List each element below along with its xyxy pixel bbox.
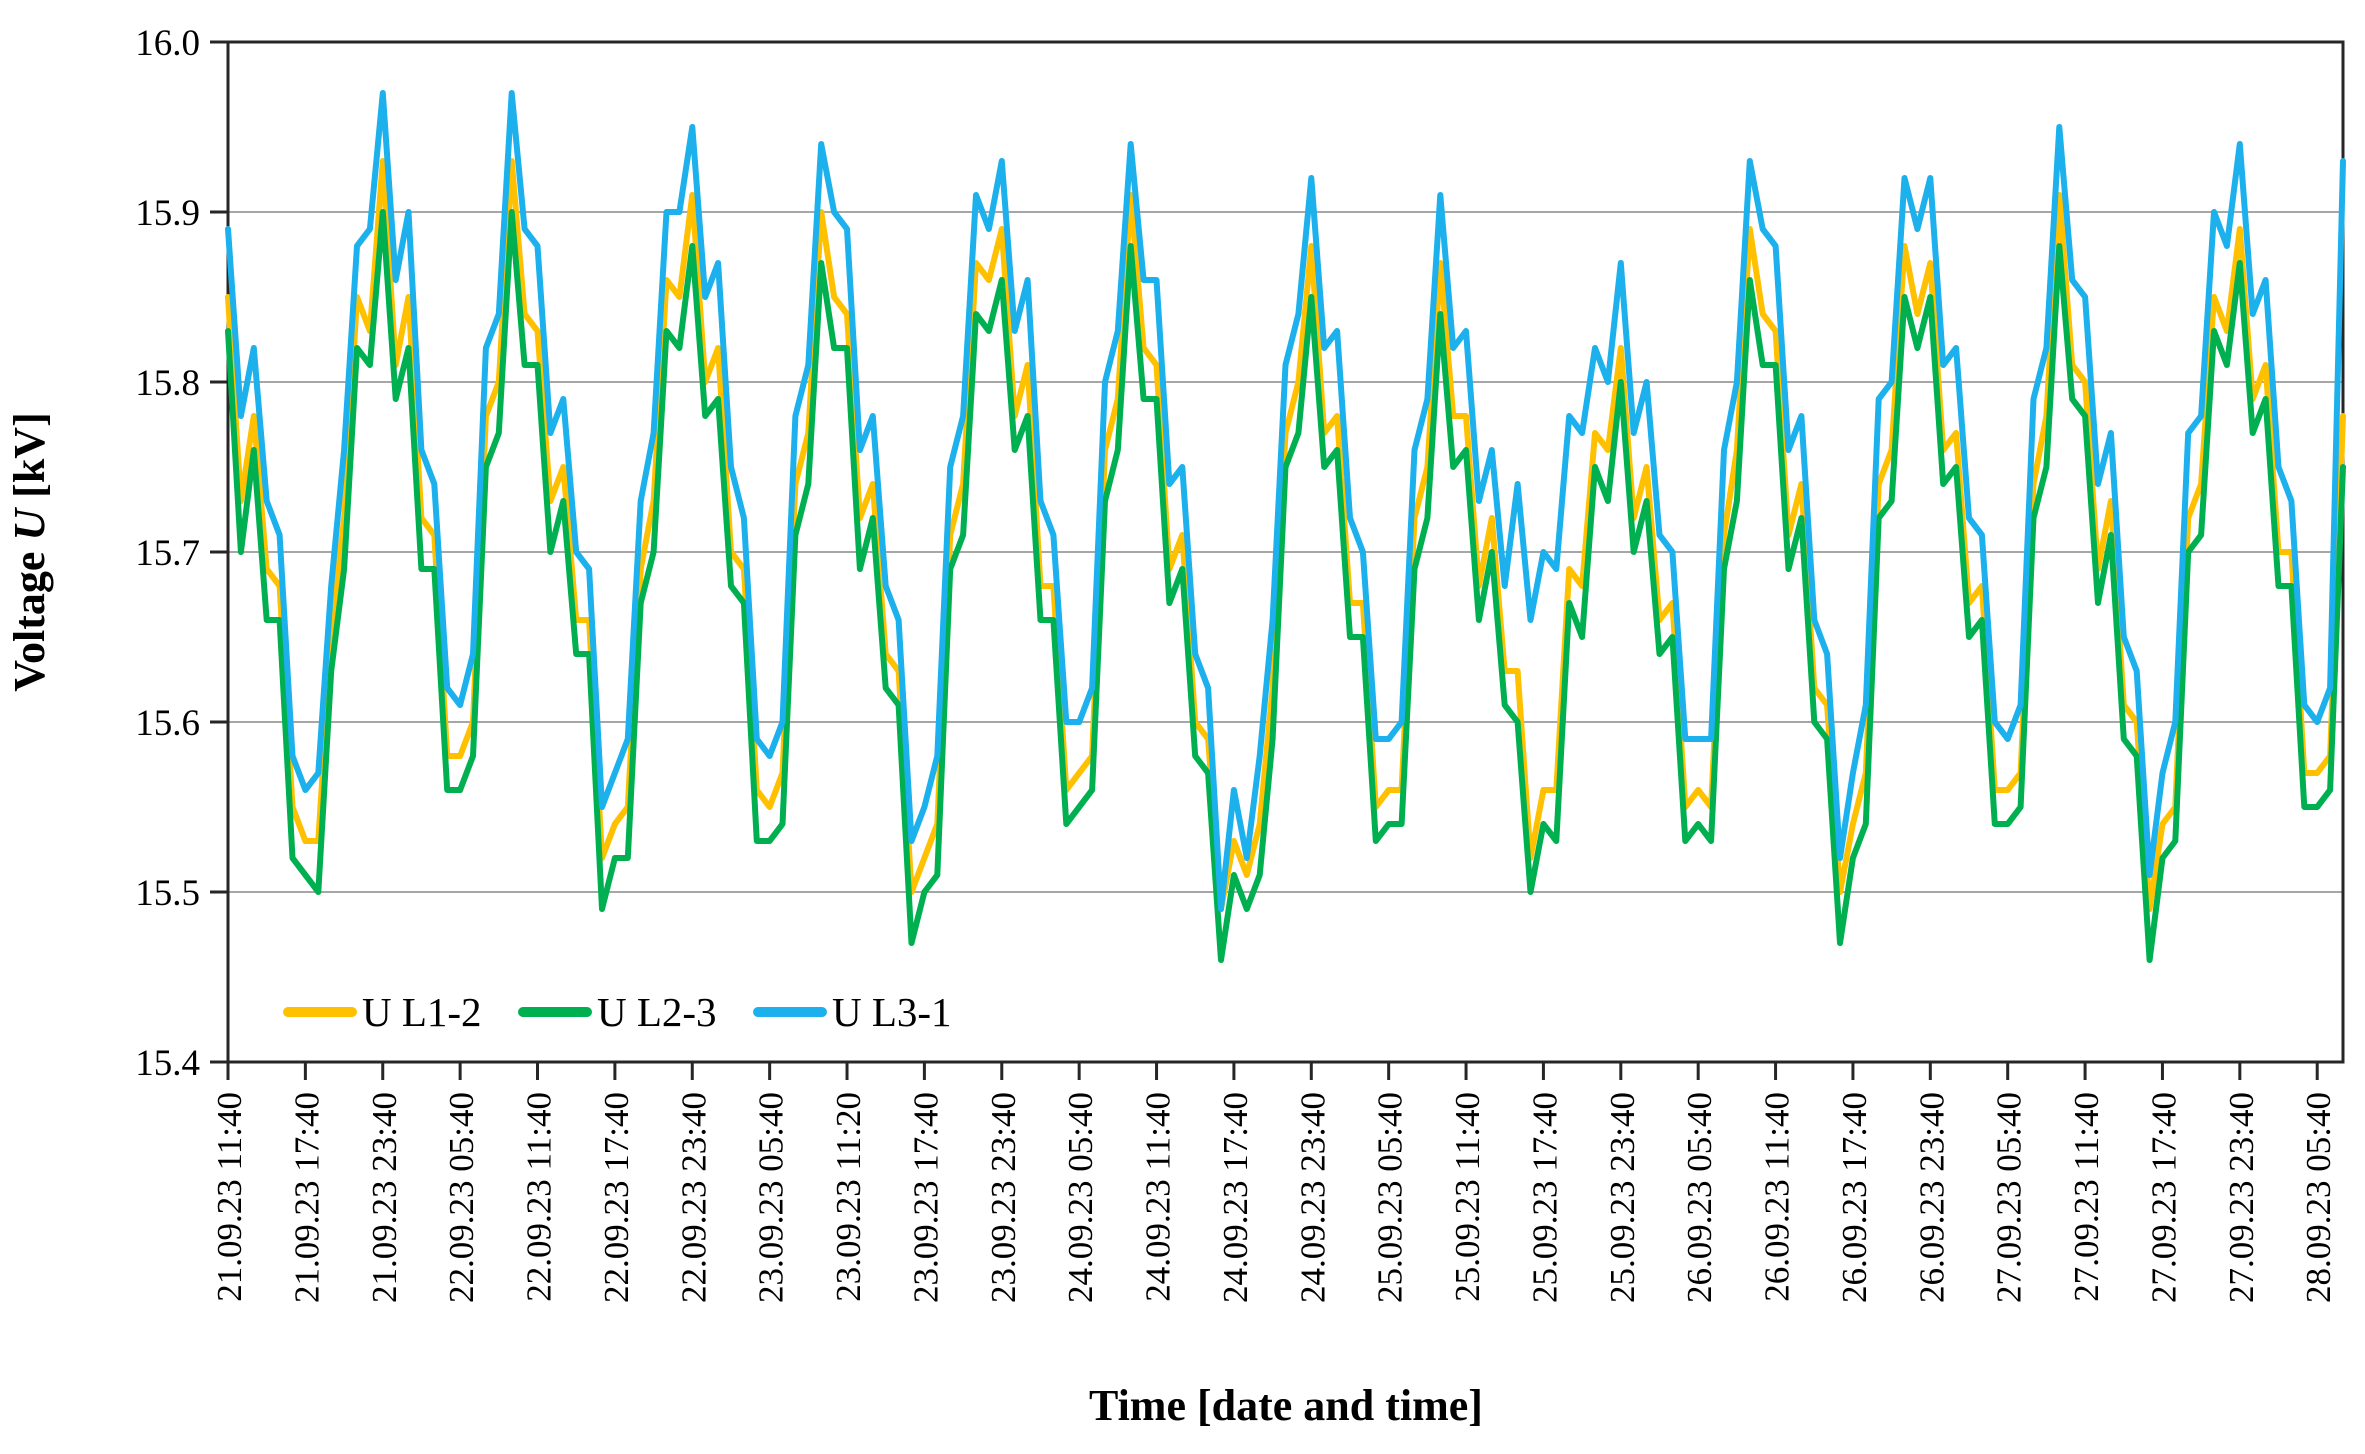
legend-background	[268, 975, 1068, 1050]
x-tick-label: 21.09.23 11:40	[210, 1092, 249, 1302]
y-tick-label: 15.6	[135, 703, 200, 744]
series-line-u-l3-1	[225, 90, 2346, 912]
series-line-u-l2-3	[225, 209, 2346, 963]
x-tick-label: 26.09.23 05:40	[1680, 1092, 1719, 1303]
legend-label-u-l3-1: U L3-1	[832, 989, 952, 1035]
x-tick-label: 26.09.23 17:40	[1835, 1092, 1874, 1303]
x-tick-label: 23.09.23 11:20	[829, 1092, 868, 1302]
y-tick-label: 15.8	[135, 363, 200, 404]
x-tick-label: 27.09.23 17:40	[2144, 1092, 2183, 1303]
x-tick-label: 21.09.23 23:40	[365, 1092, 404, 1303]
x-tick-label: 22.09.23 05:40	[442, 1092, 481, 1303]
y-tick-label: 16.0	[135, 23, 200, 64]
x-tick-label: 26.09.23 23:40	[1912, 1092, 1951, 1303]
legend: U L1-2 U L2-3 U L3-1	[268, 975, 1068, 1050]
x-tick-label: 22.09.23 23:40	[674, 1092, 713, 1303]
y-tick-label: 15.7	[135, 533, 200, 574]
ticks-group: 15.4 15.5 15.6 15.7 15.8 15.9 16.0 21.09.23 11:…	[135, 23, 2338, 1303]
x-tick-label: 22.09.23 11:40	[520, 1092, 559, 1302]
y-axis-title: Voltage U [kV]	[5, 412, 54, 692]
legend-label-u-l1-2: U L1-2	[362, 989, 482, 1035]
x-tick-label: 23.09.23 17:40	[906, 1092, 945, 1303]
x-tick-label: 23.09.23 05:40	[752, 1092, 791, 1303]
x-tick-label: 25.09.23 11:40	[1448, 1092, 1487, 1302]
x-tick-label: 27.09.23 05:40	[1990, 1092, 2029, 1303]
y-tick-label: 15.4	[135, 1043, 200, 1084]
x-tick-label: 24.09.23 23:40	[1293, 1092, 1332, 1303]
x-tick-label: 21.09.23 17:40	[287, 1092, 326, 1303]
x-tick-label: 23.09.23 23:40	[984, 1092, 1023, 1303]
x-tick-label: 24.09.23 05:40	[1061, 1092, 1100, 1303]
x-axis-title: Time [date and time]	[1089, 1381, 1483, 1430]
y-tick-label: 15.5	[135, 873, 200, 914]
y-tick-label: 15.9	[135, 193, 200, 234]
x-tick-label: 26.09.23 11:40	[1758, 1092, 1797, 1302]
x-tick-label: 27.09.23 23:40	[2222, 1092, 2261, 1303]
legend-label-u-l2-3: U L2-3	[597, 989, 717, 1035]
x-tick-label: 25.09.23 05:40	[1371, 1092, 1410, 1303]
x-tick-label: 24.09.23 11:40	[1139, 1092, 1178, 1302]
x-tick-label: 27.09.23 11:40	[2067, 1092, 2106, 1302]
x-tick-label: 24.09.23 17:40	[1216, 1092, 1255, 1303]
series-group	[225, 90, 2346, 963]
x-tick-label: 28.09.23 05:40	[2299, 1092, 2338, 1303]
x-tick-label: 25.09.23 23:40	[1603, 1092, 1642, 1303]
x-tick-label: 22.09.23 17:40	[597, 1092, 636, 1303]
x-tick-label: 25.09.23 17:40	[1525, 1092, 1564, 1303]
